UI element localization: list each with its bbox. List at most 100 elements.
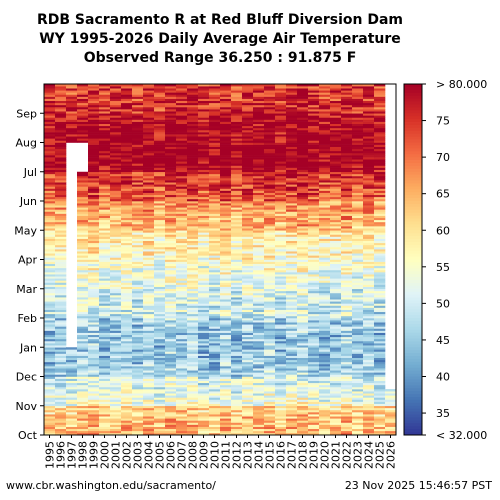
heatmap-cell <box>77 382 89 386</box>
heatmap-cell <box>220 223 232 227</box>
heatmap-cell <box>297 301 309 304</box>
heatmap-cell <box>275 236 287 239</box>
heatmap-cell <box>165 272 177 275</box>
heatmap-cell <box>132 230 144 233</box>
heatmap-cell <box>110 155 122 158</box>
heatmap-cell <box>264 90 276 93</box>
heatmap-cell <box>352 230 364 233</box>
heatmap-cell <box>187 157 199 160</box>
heatmap-cell <box>99 376 111 379</box>
heatmap-cell <box>99 113 111 116</box>
heatmap-cell <box>341 223 353 227</box>
heatmap-cell <box>253 363 265 367</box>
heatmap-cell <box>231 155 243 158</box>
heatmap-cell <box>88 318 100 321</box>
heatmap-cell <box>154 100 166 104</box>
heatmap-cell <box>253 397 265 400</box>
heatmap-cell <box>209 355 221 358</box>
heatmap-cell <box>44 284 56 287</box>
heatmap-cell <box>176 391 188 394</box>
heatmap-cell <box>308 146 320 150</box>
heatmap-cell <box>165 134 177 137</box>
heatmap-cell <box>143 111 155 114</box>
heatmap-cell <box>286 292 298 296</box>
heatmap-cell <box>44 424 56 427</box>
heatmap-cell <box>253 361 265 365</box>
heatmap-cell <box>132 109 144 112</box>
heatmap-cell <box>176 186 188 189</box>
heatmap-cell <box>77 320 89 323</box>
heatmap-cell <box>165 146 177 150</box>
heatmap-cell <box>286 366 298 369</box>
heatmap-cell <box>187 297 199 300</box>
heatmap-cell <box>308 215 320 219</box>
heatmap-cell <box>176 230 188 233</box>
heatmap-cell <box>121 284 133 287</box>
heatmap-cell <box>363 205 375 208</box>
heatmap-cell <box>308 303 320 306</box>
heatmap-cell <box>275 430 287 434</box>
heatmap-cell <box>66 90 78 93</box>
heatmap-cell <box>330 169 342 173</box>
heatmap-cell <box>231 432 243 436</box>
heatmap-cell <box>275 111 287 114</box>
heatmap-cell <box>99 351 111 354</box>
heatmap-cell <box>319 332 331 336</box>
heatmap-cell <box>77 384 89 388</box>
heatmap-cell <box>121 430 133 434</box>
heatmap-cell <box>154 345 166 348</box>
heatmap-cell <box>176 416 188 419</box>
heatmap-cell <box>88 167 100 170</box>
heatmap-cell <box>242 311 254 315</box>
heatmap-cell <box>220 269 232 273</box>
heatmap-cell <box>341 272 353 275</box>
heatmap-cell <box>319 136 331 139</box>
heatmap-cell <box>99 305 111 308</box>
heatmap-cell <box>341 138 353 141</box>
heatmap-cell <box>374 428 386 432</box>
heatmap-cell <box>209 144 221 147</box>
heatmap-cell <box>286 290 298 294</box>
heatmap-cell <box>99 150 111 154</box>
heatmap-cell <box>374 399 386 402</box>
heatmap-cell <box>319 336 331 340</box>
heatmap-cell <box>275 230 287 233</box>
heatmap-cell <box>88 100 100 104</box>
heatmap-cell <box>110 146 122 150</box>
heatmap-cell <box>143 173 155 177</box>
heatmap-cell <box>341 372 353 375</box>
heatmap-cell <box>363 401 375 404</box>
heatmap-cell <box>77 409 89 413</box>
heatmap-cell <box>319 359 331 363</box>
heatmap-cell <box>143 401 155 404</box>
heatmap-cell <box>231 309 243 313</box>
heatmap-cell <box>253 370 265 373</box>
heatmap-cell <box>176 318 188 321</box>
heatmap-cell <box>253 265 265 269</box>
heatmap-cell <box>330 171 342 175</box>
heatmap-cell <box>319 409 331 413</box>
heatmap-cell <box>143 399 155 402</box>
heatmap-cell <box>264 157 276 160</box>
heatmap-cell <box>330 338 342 342</box>
heatmap-cell <box>209 322 221 325</box>
heatmap-cell <box>99 253 111 256</box>
heatmap-cell <box>253 328 265 331</box>
heatmap-cell <box>165 94 177 97</box>
heatmap-cell <box>209 161 221 164</box>
heatmap-cell <box>198 134 210 137</box>
heatmap-cell <box>209 249 221 252</box>
heatmap-cell <box>242 106 254 110</box>
heatmap-cell <box>297 403 309 407</box>
heatmap-cell <box>275 155 287 158</box>
heatmap-cell <box>77 84 89 87</box>
heatmap-cell <box>121 167 133 170</box>
heatmap-cell <box>132 263 144 267</box>
heatmap-cell <box>308 223 320 227</box>
heatmap-cell <box>132 357 144 361</box>
heatmap-cell <box>55 178 67 181</box>
heatmap-cell <box>253 203 265 206</box>
heatmap-cell <box>187 146 199 150</box>
heatmap-cell <box>297 169 309 173</box>
heatmap-cell <box>143 171 155 175</box>
